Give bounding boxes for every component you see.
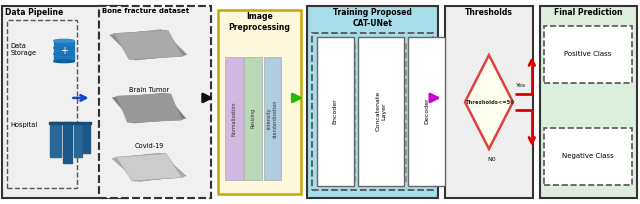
Text: +: + [60, 46, 68, 56]
Text: Normalization: Normalization [232, 101, 236, 136]
Bar [50, 122, 61, 157]
Bar [445, 6, 533, 198]
Text: Brain Tumor: Brain Tumor [129, 87, 169, 93]
Text: Positive Class: Positive Class [564, 51, 612, 57]
Bar [7, 20, 77, 188]
Bar [115, 94, 183, 123]
Text: N0: N0 [488, 157, 497, 162]
Text: Data
Storage: Data Storage [10, 43, 36, 56]
Text: Resizing: Resizing [251, 108, 255, 129]
Text: Negative Class: Negative Class [563, 153, 614, 159]
Bar [225, 57, 243, 180]
Text: Encoder: Encoder [333, 98, 338, 124]
Bar [317, 37, 354, 186]
Bar [63, 122, 72, 163]
Bar [244, 57, 262, 180]
Bar [112, 153, 186, 182]
Polygon shape [465, 55, 513, 149]
Text: Covid-19: Covid-19 [134, 143, 164, 149]
Bar [264, 57, 281, 180]
Ellipse shape [54, 53, 74, 55]
Text: Data Pipeline: Data Pipeline [5, 8, 63, 17]
Bar [49, 122, 91, 124]
Text: Yes: Yes [516, 83, 526, 88]
Ellipse shape [54, 60, 74, 63]
Text: Training Proposed
CAT-UNet: Training Proposed CAT-UNet [333, 8, 412, 28]
Bar [99, 6, 211, 198]
Text: Decoder: Decoder [424, 98, 429, 124]
Bar [312, 33, 433, 190]
Bar [74, 124, 82, 157]
Text: Bone fracture dataset: Bone fracture dataset [102, 8, 189, 14]
Text: Thresholds: Thresholds [465, 8, 513, 17]
Text: Hospital: Hospital [10, 122, 38, 128]
Text: Concatenate
Layer: Concatenate Layer [376, 91, 387, 131]
Bar [544, 26, 632, 83]
Ellipse shape [54, 39, 74, 42]
Text: Image
Preprocessing: Image Preprocessing [228, 12, 290, 32]
Bar [109, 30, 188, 60]
Text: Thresholds<=50: Thresholds<=50 [465, 100, 513, 104]
Bar [117, 94, 181, 122]
Bar [99, 6, 211, 198]
Text: Final Prediction: Final Prediction [554, 8, 623, 17]
Bar [115, 30, 182, 59]
Bar [540, 6, 637, 198]
Bar [54, 41, 74, 61]
Bar [358, 37, 404, 186]
Bar [83, 124, 90, 153]
Text: Intensity
standardization: Intensity standardization [267, 99, 278, 137]
Bar [307, 6, 438, 198]
Bar [116, 154, 182, 181]
Bar [2, 6, 127, 198]
Bar [408, 37, 445, 186]
Bar [218, 10, 301, 194]
Bar [113, 30, 184, 60]
Ellipse shape [54, 47, 74, 49]
Bar [115, 153, 184, 181]
Bar [544, 128, 632, 185]
Bar [112, 93, 186, 123]
